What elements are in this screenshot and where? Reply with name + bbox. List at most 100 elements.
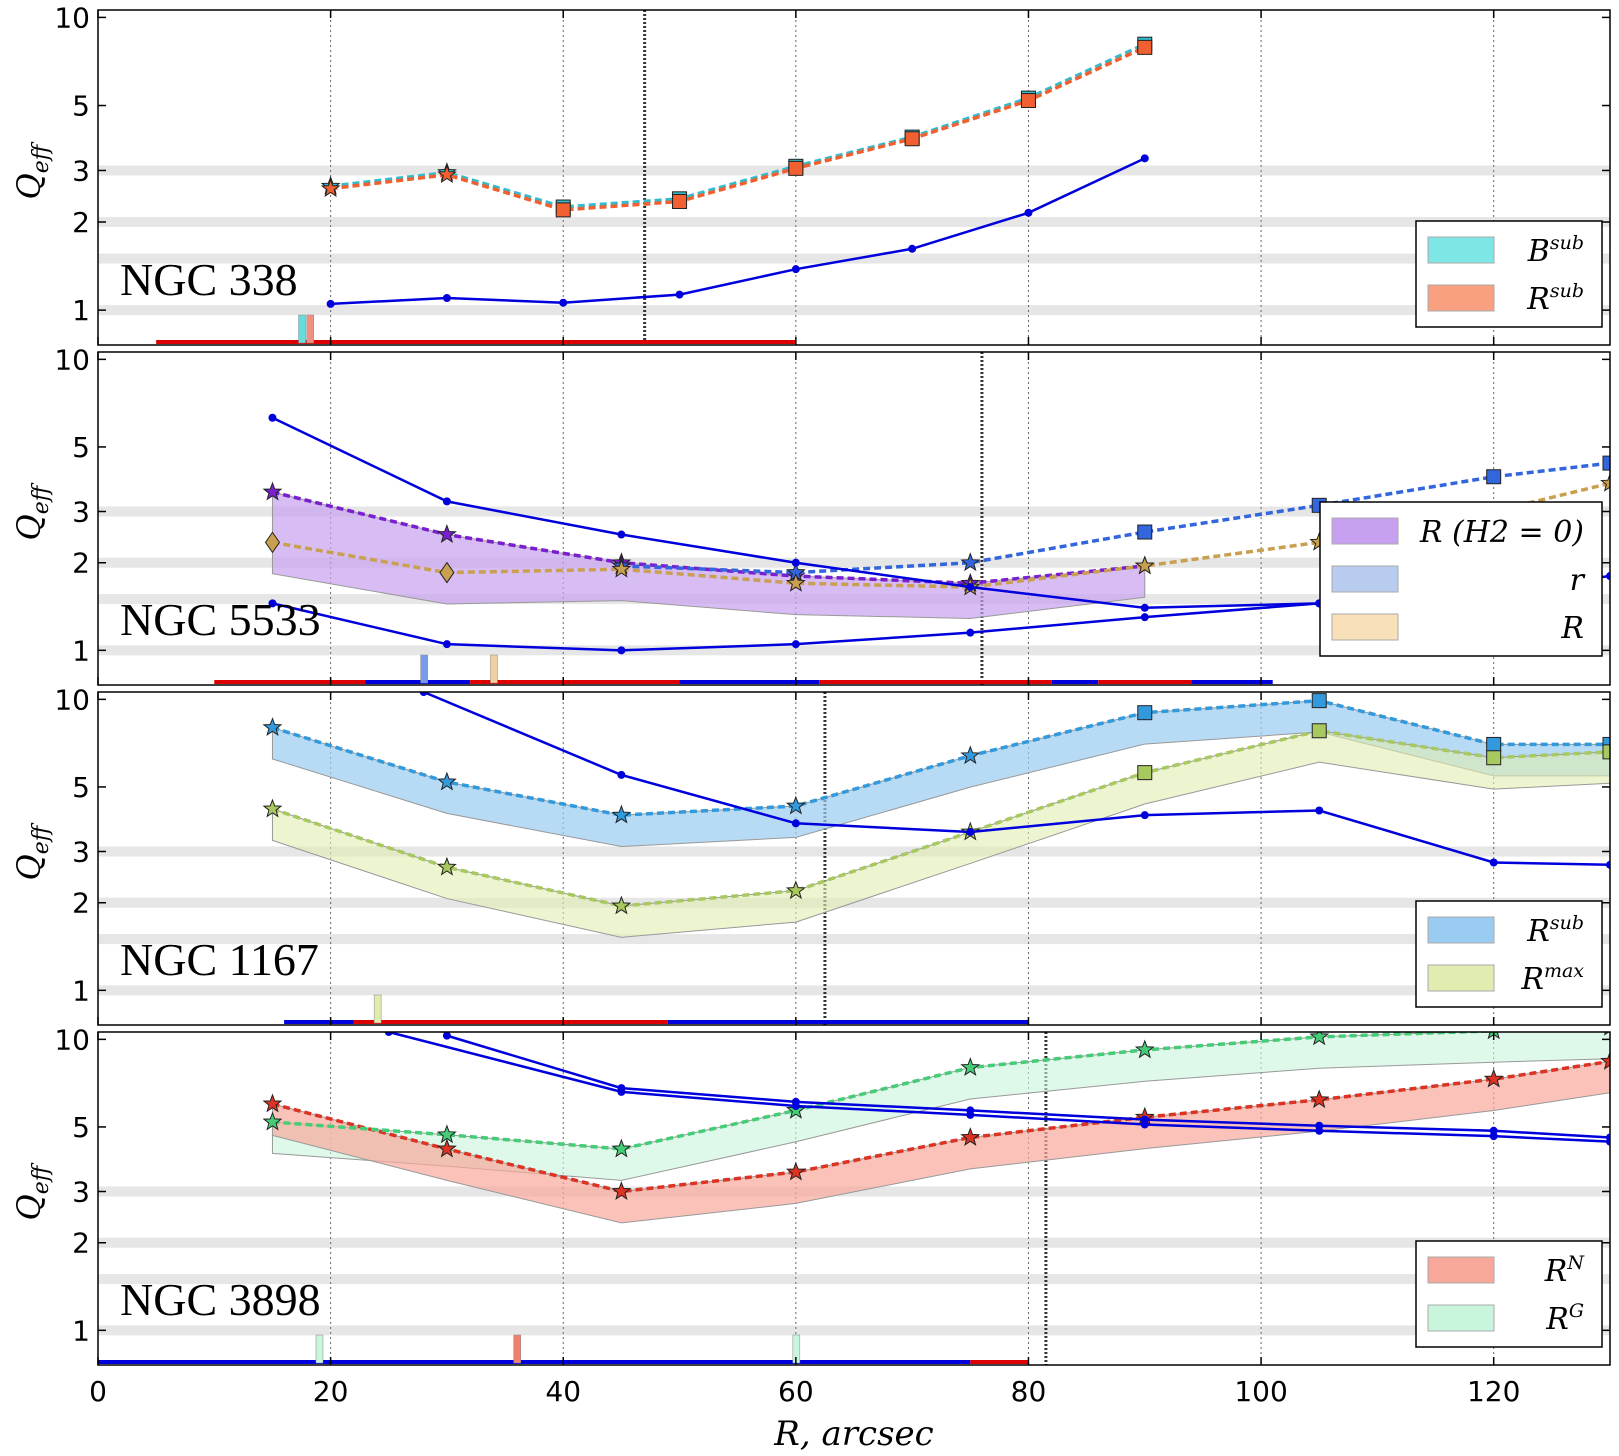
series-line xyxy=(330,45,1146,212)
data-point xyxy=(262,481,283,501)
data-point xyxy=(1140,613,1149,622)
y-tick-label: 1 xyxy=(72,634,90,667)
series-line xyxy=(272,490,1145,586)
shaded-level-band xyxy=(98,217,1610,228)
x-tick-label: 60 xyxy=(778,1375,814,1408)
legend-swatch xyxy=(1427,916,1495,944)
data-point xyxy=(1600,1050,1610,1070)
data-point xyxy=(966,628,975,637)
data-point xyxy=(1486,736,1502,752)
galaxy-name: NGC 5533 xyxy=(120,594,321,645)
data-point xyxy=(785,795,806,815)
data-point xyxy=(617,1087,626,1096)
data-point xyxy=(1486,469,1502,485)
shaded-level-band xyxy=(98,165,1610,176)
plot-frame xyxy=(97,1031,1611,1366)
shaded-level-band xyxy=(98,506,1610,517)
data-point xyxy=(791,1102,800,1111)
data-point xyxy=(1311,693,1327,709)
data-point xyxy=(791,558,800,567)
series-line xyxy=(388,1032,1610,1143)
y-tick-label: 10 xyxy=(54,1,90,34)
data-point xyxy=(617,770,626,779)
data-point xyxy=(442,497,451,506)
data-point xyxy=(788,160,804,176)
plot-frame xyxy=(97,351,1611,686)
data-point xyxy=(437,524,457,543)
legend-swatch xyxy=(1331,565,1399,593)
data-point xyxy=(559,298,568,307)
y-tick-label: 2 xyxy=(72,547,90,580)
data-point xyxy=(1140,1120,1149,1129)
data-point xyxy=(966,583,975,592)
data-point xyxy=(1134,1039,1155,1059)
x-tick-label: 100 xyxy=(1234,1375,1287,1408)
data-point xyxy=(419,692,428,696)
legend-swatch xyxy=(1427,964,1495,992)
data-point xyxy=(791,265,800,274)
legend-label: Rsub xyxy=(1526,280,1584,317)
x-tick-label: 40 xyxy=(545,1375,581,1408)
data-point xyxy=(1137,765,1153,781)
legend-label: RN xyxy=(1544,1252,1586,1289)
x-tick-label: 120 xyxy=(1467,1375,1520,1408)
data-point xyxy=(262,717,283,736)
data-point xyxy=(268,599,277,608)
galaxy-name: NGC 3898 xyxy=(120,1274,321,1325)
bottom-marker xyxy=(306,314,314,344)
data-point xyxy=(1140,154,1149,163)
legend-swatch xyxy=(1331,613,1399,641)
data-point xyxy=(384,1032,393,1036)
data-point xyxy=(1137,39,1153,55)
shaded-level-band xyxy=(98,1325,1610,1336)
data-point xyxy=(442,1032,451,1040)
data-point xyxy=(611,895,632,915)
plot-frame xyxy=(97,9,1611,346)
legend-label: Rmax xyxy=(1520,960,1584,997)
data-point xyxy=(791,819,800,828)
data-point xyxy=(268,413,277,422)
shaded-level-band xyxy=(98,645,1610,656)
shaded-level-band xyxy=(98,985,1610,996)
x-tick-label: 20 xyxy=(313,1375,349,1408)
y-axis-label: Qeff xyxy=(10,822,54,880)
data-point xyxy=(1140,811,1149,820)
data-point xyxy=(1489,858,1498,867)
y-tick-label: 5 xyxy=(72,90,90,123)
shaded-level-band xyxy=(98,1237,1610,1248)
data-point xyxy=(262,1093,283,1113)
data-point xyxy=(1486,750,1502,766)
panel-3: 1 2 3 5 10 Qeff NGC 1167 Rsub Rmax xyxy=(10,683,1611,1026)
legend-swatch xyxy=(1427,1304,1495,1332)
y-axis-label: Qeff xyxy=(10,1162,54,1220)
data-point xyxy=(555,202,571,218)
data-point xyxy=(966,828,975,837)
panel-2: 1 2 3 5 10 Qeff NGC 5533 R (H2 = 0) rR xyxy=(10,343,1611,686)
y-axis-label: Qeff xyxy=(10,482,54,540)
series-line xyxy=(330,42,1146,209)
data-point xyxy=(611,558,632,578)
data-point xyxy=(262,1111,283,1131)
plot-frame xyxy=(97,691,1611,1026)
bottom-marker xyxy=(298,314,306,344)
y-tick-label: 1 xyxy=(72,1314,90,1347)
data-point xyxy=(611,804,632,824)
y-tick-label: 5 xyxy=(72,771,90,804)
y-tick-label: 10 xyxy=(54,1023,90,1056)
y-tick-label: 5 xyxy=(72,1111,90,1144)
data-point xyxy=(1606,860,1610,869)
bottom-marker xyxy=(513,1334,521,1364)
data-point xyxy=(1606,1137,1610,1146)
legend-label: RG xyxy=(1545,1300,1584,1337)
legend-label: r xyxy=(1570,563,1586,598)
data-point xyxy=(437,771,457,791)
data-point xyxy=(262,798,283,818)
legend-label: R (H2 = 0) xyxy=(1419,515,1584,550)
bottom-marker xyxy=(420,654,428,684)
series-line xyxy=(446,1034,1610,1139)
data-point xyxy=(439,561,455,584)
data-point xyxy=(1315,806,1324,815)
data-point xyxy=(1602,455,1610,471)
y-tick-label: 3 xyxy=(72,835,90,868)
